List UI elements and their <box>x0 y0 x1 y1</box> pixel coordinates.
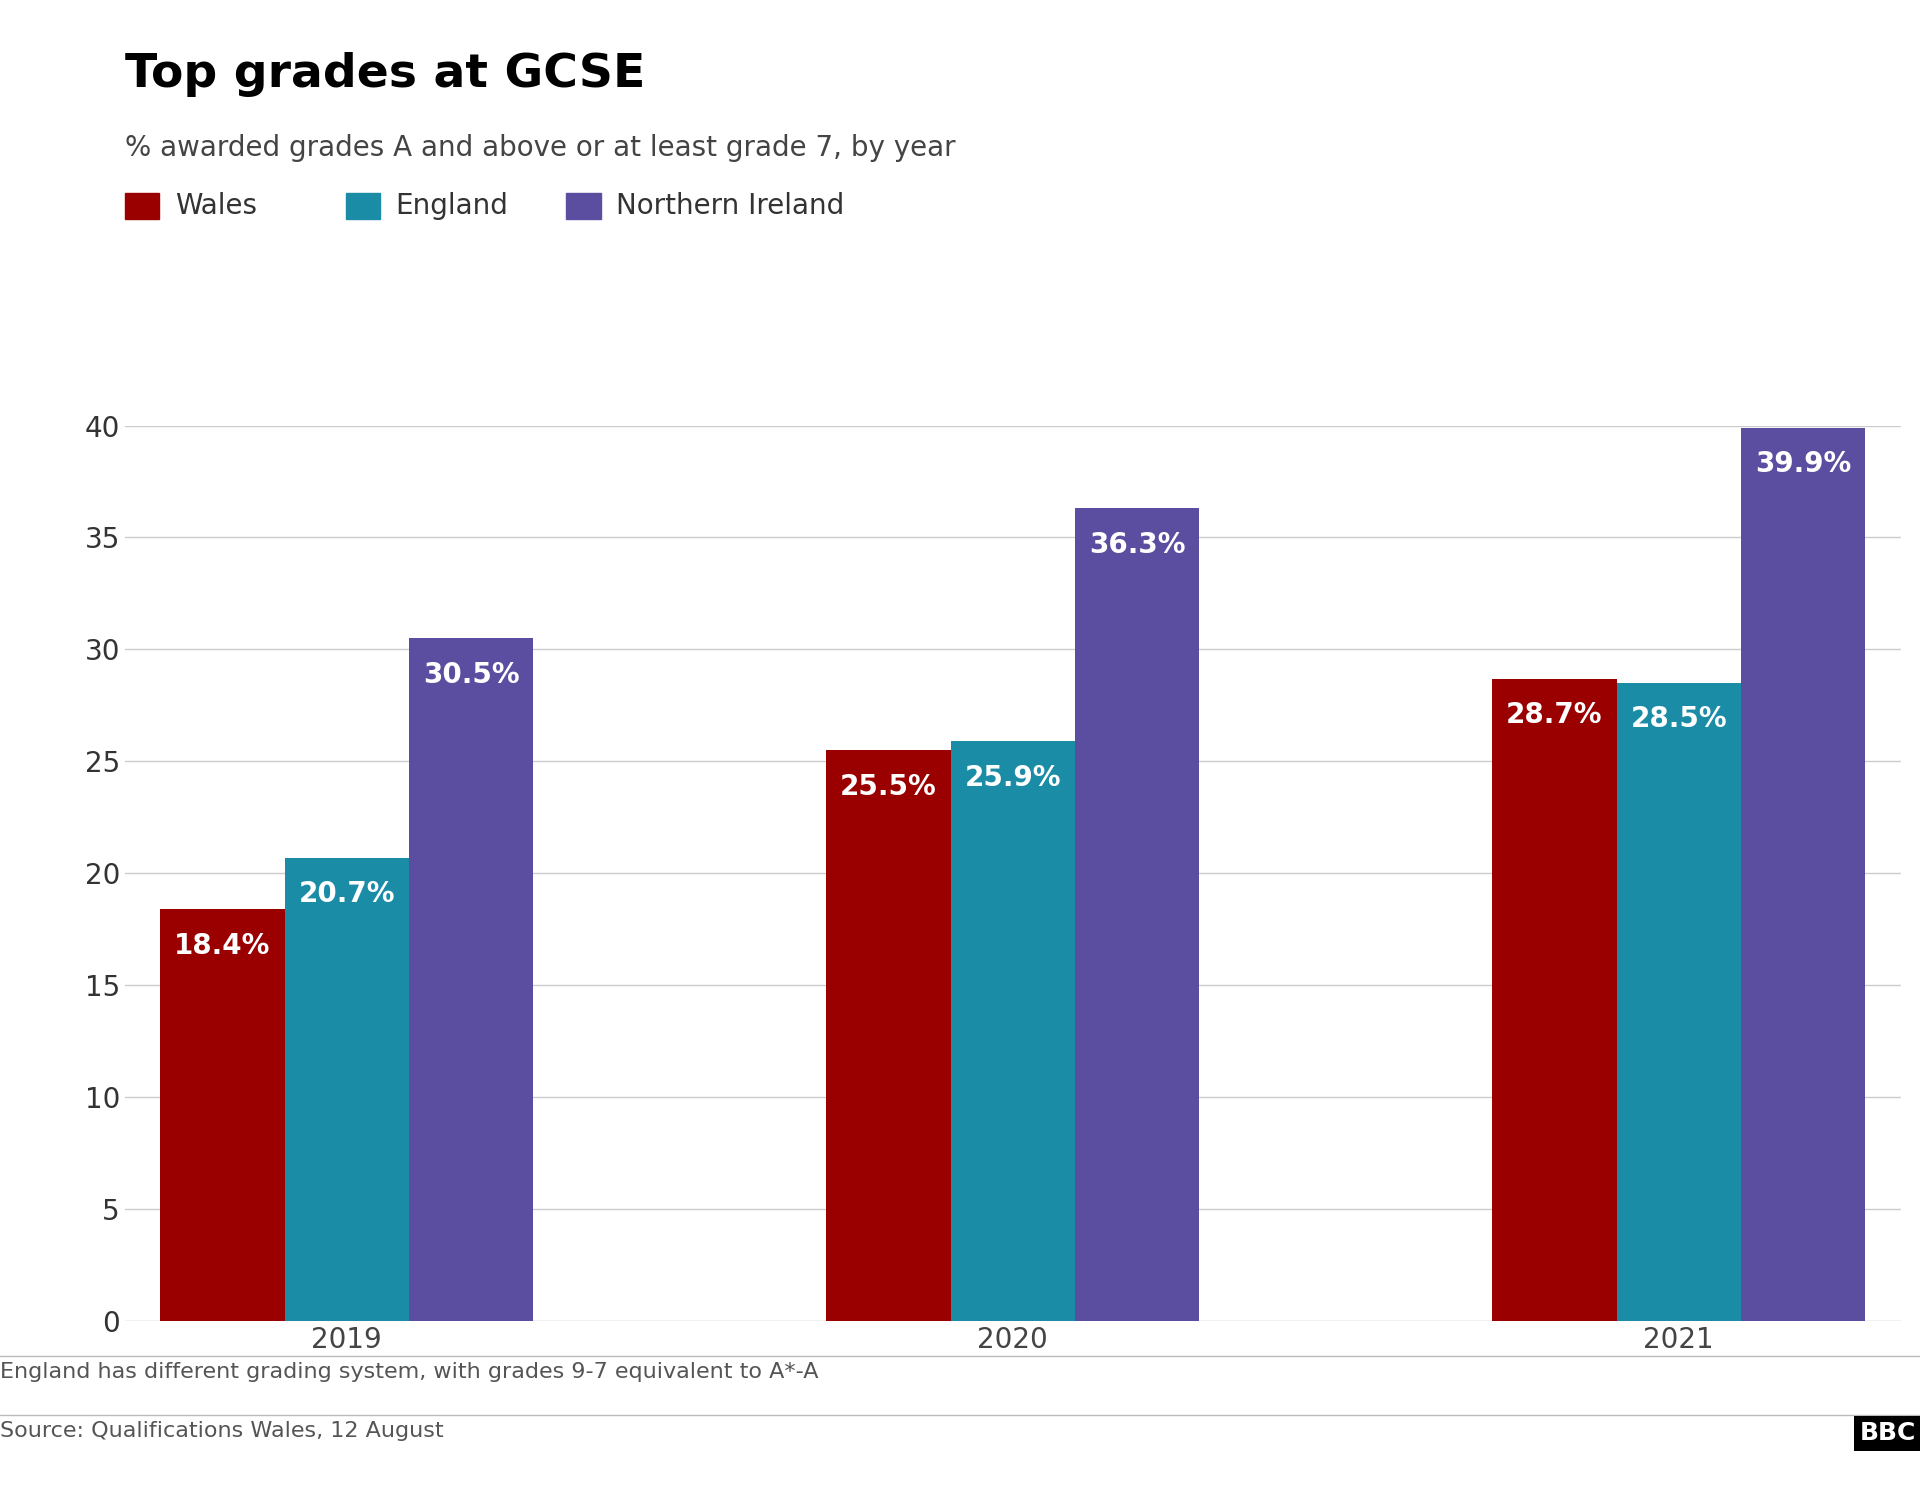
Text: BBC: BBC <box>1860 1421 1916 1445</box>
Text: 28.7%: 28.7% <box>1505 702 1603 729</box>
Text: Source: Qualifications Wales, 12 August: Source: Qualifications Wales, 12 August <box>0 1421 444 1441</box>
Bar <box>1617 684 1741 1321</box>
Bar <box>950 742 1075 1321</box>
Text: Wales: Wales <box>175 193 257 219</box>
Text: England has different grading system, with grades 9-7 equivalent to A*-A: England has different grading system, wi… <box>0 1362 818 1381</box>
Text: 25.9%: 25.9% <box>964 764 1062 791</box>
Text: 39.9%: 39.9% <box>1755 451 1851 478</box>
Text: 25.5%: 25.5% <box>841 773 937 800</box>
Text: Top grades at GCSE: Top grades at GCSE <box>125 52 645 97</box>
Text: 36.3%: 36.3% <box>1089 532 1185 558</box>
Bar <box>284 857 409 1321</box>
Bar <box>1492 679 1617 1321</box>
Bar <box>159 909 284 1321</box>
Text: 20.7%: 20.7% <box>298 881 396 908</box>
Bar <box>826 751 950 1321</box>
Bar <box>409 639 534 1321</box>
Text: % awarded grades A and above or at least grade 7, by year: % awarded grades A and above or at least… <box>125 134 956 163</box>
Bar <box>1075 509 1200 1321</box>
Text: 30.5%: 30.5% <box>422 660 520 688</box>
Text: 28.5%: 28.5% <box>1630 706 1728 733</box>
Text: 18.4%: 18.4% <box>175 932 271 960</box>
Text: Northern Ireland: Northern Ireland <box>616 193 845 219</box>
Text: England: England <box>396 193 509 219</box>
Bar <box>1741 428 1864 1321</box>
